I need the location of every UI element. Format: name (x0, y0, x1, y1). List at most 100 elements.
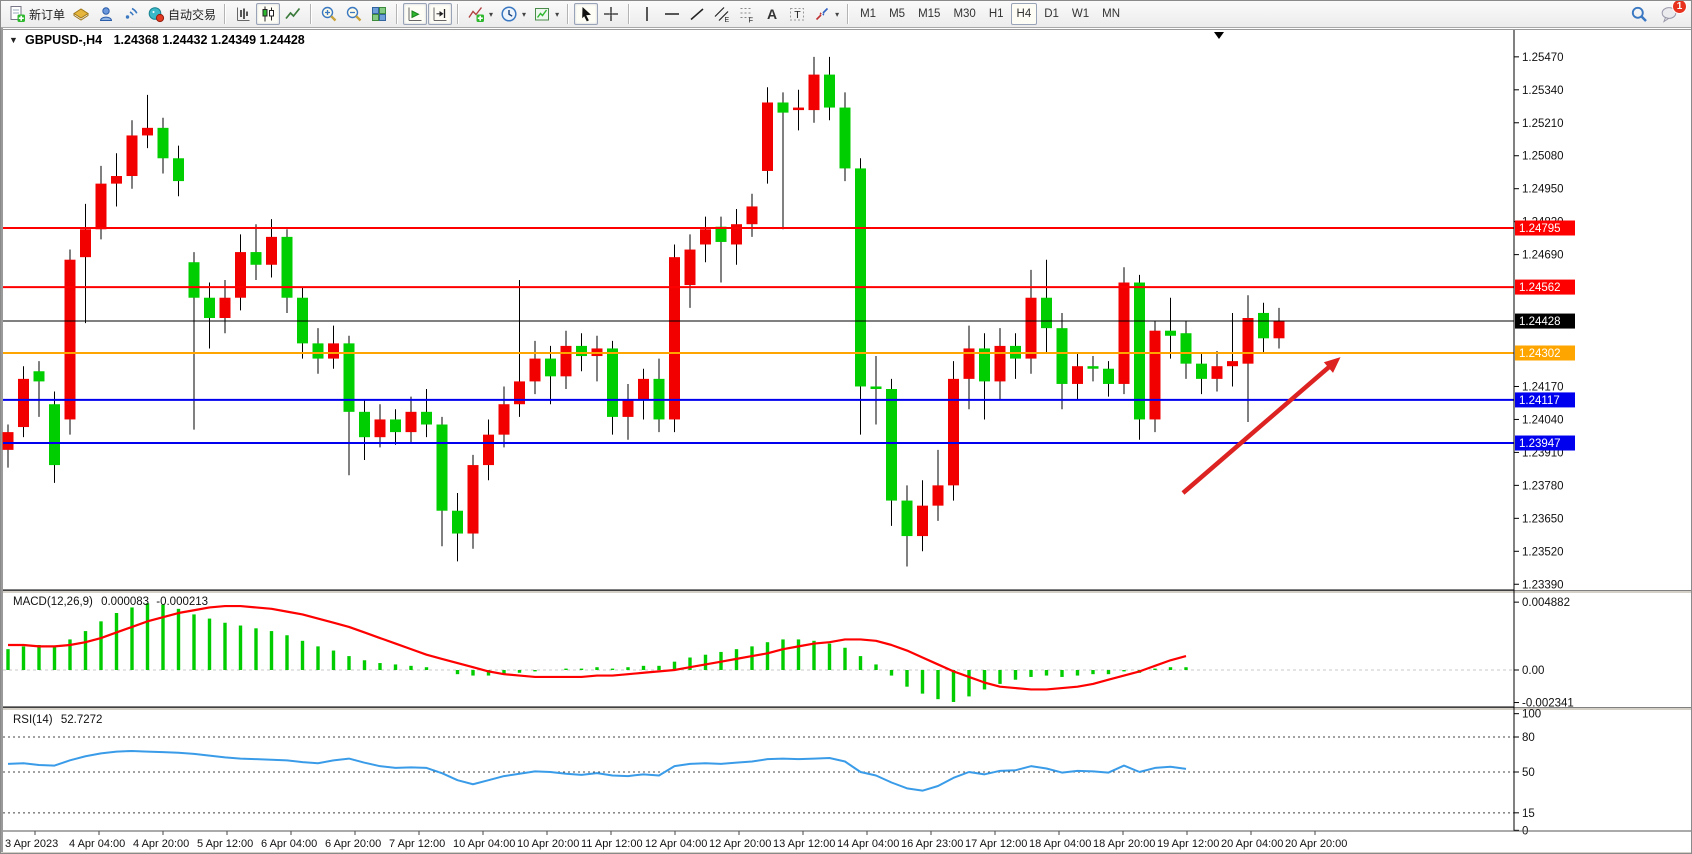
auto-trading-button[interactable]: 自动交易 (144, 3, 219, 25)
fibonacci-button[interactable]: F (735, 3, 759, 25)
tf-w1[interactable]: W1 (1071, 8, 1090, 20)
bar-chart-icon (237, 7, 250, 21)
time-tick-label: 4 Apr 04:00 (69, 838, 125, 850)
price-level-badge (1515, 435, 1575, 451)
search-button[interactable] (1627, 3, 1651, 25)
new-order-button-label: 新订单 (29, 7, 66, 22)
tf-m1[interactable]: M1 (860, 8, 877, 20)
price-tick-label: 1.24040 (1522, 414, 1564, 426)
rsi-splitter[interactable] (3, 707, 1691, 711)
candle-body (1134, 282, 1145, 420)
candle-body (173, 158, 184, 182)
accounts-icon[interactable] (94, 3, 118, 25)
price-level-badge-label: 1.24428 (1519, 316, 1561, 328)
candle-body (1118, 282, 1130, 384)
candle-body (266, 236, 277, 265)
chart-shift-marker-icon[interactable] (1214, 32, 1224, 39)
time-axis[interactable]: 3 Apr 2023 4 Apr 04:00 4 Apr 20:00 5 Apr 12… (5, 831, 1347, 850)
tf-mn[interactable]: MN (1102, 8, 1121, 20)
window-left-border (1, 28, 3, 853)
chevron-down-icon[interactable]: ▾ (489, 9, 494, 19)
bar-chart-button[interactable] (231, 3, 255, 25)
time-tick-label: 18 Apr 04:00 (1029, 838, 1091, 850)
candle-body (235, 252, 246, 298)
tf-h4[interactable]: H4 (1010, 3, 1038, 25)
candle-body (545, 358, 556, 377)
price-axis[interactable]: 1.254701.253401.252101.250801.249501.248… (1514, 52, 1575, 591)
tf-m30[interactable]: M30 (953, 8, 976, 20)
candle-body (1056, 328, 1068, 384)
auto-scroll-button[interactable] (403, 3, 428, 25)
crosshair-button[interactable] (599, 3, 623, 25)
price-tick-label: 1.25210 (1522, 118, 1564, 130)
trend-arrow-annotation[interactable] (1181, 357, 1341, 495)
cursor-icon (582, 7, 592, 22)
line-chart-button[interactable] (281, 3, 305, 25)
periods-button[interactable]: ▾ (497, 3, 529, 25)
tf-h1[interactable]: H1 (988, 8, 1004, 20)
signals-icon[interactable] (119, 3, 143, 25)
collapse-triangle-icon[interactable]: ▼ (9, 35, 18, 45)
price-tick-label: 1.23520 (1522, 546, 1564, 558)
zoom-in-button[interactable] (317, 3, 341, 25)
price-tick-label: 1.24170 (1522, 381, 1564, 393)
templates-button[interactable]: ▾ (530, 3, 562, 25)
time-tick-label: 5 Apr 12:00 (197, 838, 253, 850)
candle-body (219, 297, 231, 319)
cursor-button[interactable] (574, 3, 599, 25)
candle-body (560, 345, 572, 377)
candle-body (157, 127, 169, 159)
chart-window: 1.254701.253401.252101.250801.249501.248… (1, 29, 1691, 853)
candle-body (2, 432, 14, 450)
candle-body (328, 343, 339, 359)
search-icon (1631, 6, 1647, 22)
time-tick-label: 20 Apr 20:00 (1285, 838, 1347, 850)
trendline-button[interactable] (685, 3, 709, 25)
candle-body (1242, 318, 1254, 364)
time-tick-label: 18 Apr 20:00 (1093, 838, 1155, 850)
indicators-button[interactable]: ▾ (464, 3, 496, 25)
candle-body (979, 348, 990, 382)
candle-body (886, 389, 897, 501)
equidistant-channel-button[interactable]: E (710, 3, 734, 25)
chevron-down-icon[interactable]: ▾ (835, 9, 840, 19)
macd-axis-label: 0.00 (1522, 665, 1544, 677)
vertical-line-button[interactable] (635, 3, 659, 25)
notification-badge: 1 (1672, 1, 1687, 14)
candle-body (824, 74, 835, 108)
candle-body (1180, 333, 1192, 364)
candle-body (142, 127, 153, 136)
candle-body (808, 74, 820, 111)
candle-body (1025, 297, 1037, 359)
new-order-button[interactable]: 新订单 (5, 3, 68, 25)
horizontal-line-button[interactable] (660, 3, 684, 25)
price-tick-label: 1.24950 (1522, 184, 1564, 196)
text-button[interactable]: A (760, 3, 784, 25)
zoom-out-icon (346, 6, 362, 22)
chevron-down-icon[interactable]: ▾ (555, 9, 560, 19)
tile-windows-button[interactable] (367, 3, 391, 25)
zoom-out-button[interactable] (342, 3, 366, 25)
chart-shift-icon (433, 7, 447, 21)
macd-axis-label: -0.002341 (1522, 698, 1574, 710)
macd-splitter[interactable] (3, 590, 1691, 594)
chevron-down-icon[interactable]: ▾ (522, 9, 527, 19)
tf-d1[interactable]: D1 (1044, 8, 1059, 20)
candle-body (498, 404, 510, 435)
notifications-button[interactable]: 1 (1657, 1, 1687, 25)
candle-body (901, 500, 913, 537)
macd-axis-label: 0.004882 (1522, 597, 1570, 609)
time-tick-label: 16 Apr 23:00 (901, 838, 963, 850)
candle-chart-button[interactable] (256, 3, 281, 25)
candle-body (932, 485, 944, 506)
candle-body (684, 249, 696, 286)
candle-body (514, 381, 525, 405)
arrows-button[interactable]: ▾ (810, 3, 842, 25)
tf-m15[interactable]: M15 (918, 8, 941, 20)
price-level-badge-label: 1.23947 (1519, 438, 1561, 450)
market-watch-icon[interactable] (69, 3, 93, 25)
tf-m5[interactable]: M5 (889, 8, 906, 20)
time-tick-label: 19 Apr 12:00 (1157, 838, 1219, 850)
text-label-button[interactable]: T (785, 3, 809, 25)
chart-shift-button[interactable] (428, 3, 453, 25)
